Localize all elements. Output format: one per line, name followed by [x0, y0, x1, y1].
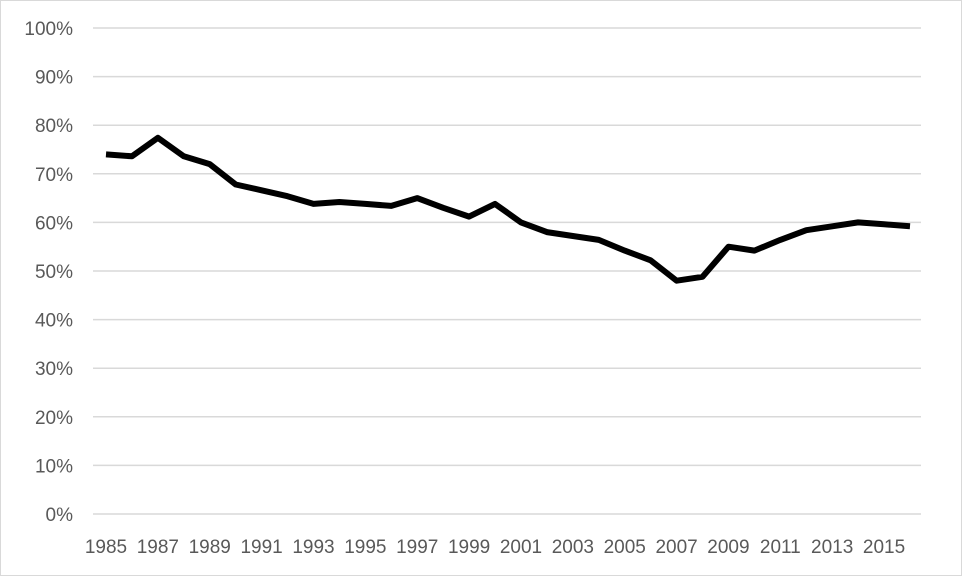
x-tick-label: 2009	[707, 537, 749, 558]
x-tick-label: 1993	[292, 537, 334, 558]
y-tick-label: 10%	[35, 456, 73, 477]
y-tick-label: 100%	[24, 19, 73, 40]
x-tick-label: 2007	[655, 537, 697, 558]
x-tick-label: 1985	[85, 537, 127, 558]
x-tick-label: 2001	[500, 537, 542, 558]
y-tick-label: 70%	[35, 165, 73, 186]
x-tick-label: 2015	[863, 537, 905, 558]
x-tick-label: 1987	[137, 537, 179, 558]
series-line	[105, 134, 911, 284]
y-axis-tick-labels: 0% 10% 20% 30% 40% 50% 60% 70% 80% 90% 100%	[24, 19, 73, 526]
x-tick-label: 1991	[240, 537, 282, 558]
y-tick-label: 90%	[35, 68, 73, 89]
y-tick-label: 80%	[35, 116, 73, 137]
series-layer	[105, 134, 911, 284]
x-tick-label: 1989	[189, 537, 231, 558]
y-tick-label: 40%	[35, 311, 73, 332]
y-tick-label: 0%	[46, 505, 74, 526]
y-tick-label: 30%	[35, 359, 73, 380]
y-tick-label: 50%	[35, 262, 73, 283]
y-tick-label: 60%	[35, 213, 73, 234]
x-tick-label: 2013	[811, 537, 853, 558]
x-axis-tick-labels: 1985 1987 1989 1991 1993 1995 1997 1999 2001 2003…	[85, 537, 905, 558]
x-tick-label: 1997	[396, 537, 438, 558]
y-tick-label: 20%	[35, 408, 73, 429]
x-tick-label: 1999	[448, 537, 490, 558]
x-tick-label: 2005	[604, 537, 646, 558]
x-tick-label: 1995	[344, 537, 386, 558]
gridlines	[93, 27, 921, 515]
x-tick-label: 2011	[760, 537, 801, 558]
x-tick-label: 2003	[552, 537, 594, 558]
